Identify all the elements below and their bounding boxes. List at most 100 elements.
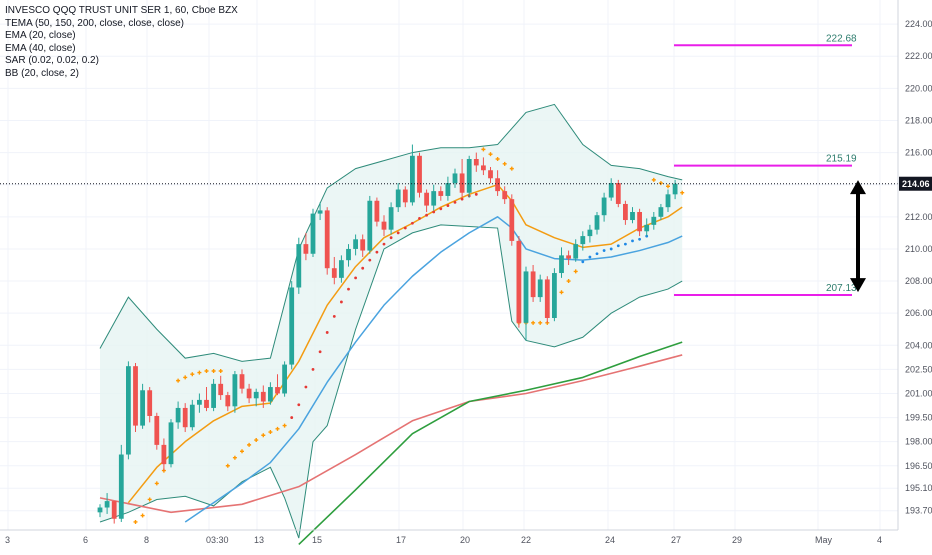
legend-bb[interactable]: BB (20, close, 2) <box>5 67 79 79</box>
candle <box>381 215 387 237</box>
candle-body <box>566 255 571 259</box>
y-tick-label: 201.00 <box>905 388 932 398</box>
sar-point <box>595 252 599 256</box>
candle <box>488 167 493 184</box>
candle <box>523 266 529 341</box>
candle <box>161 438 167 471</box>
sar-point <box>509 166 514 171</box>
candle-body <box>239 374 245 389</box>
y-tick-label: 193.70 <box>905 506 932 516</box>
candle <box>204 387 209 412</box>
candle-body <box>410 155 415 203</box>
tema-red-line <box>99 354 683 514</box>
candle <box>594 212 600 235</box>
candle <box>672 179 678 200</box>
candle-body <box>189 404 195 428</box>
candle <box>445 176 451 201</box>
level-label: 222.68 <box>826 33 857 44</box>
candle-body <box>104 501 110 508</box>
candle <box>239 369 245 394</box>
candle-body <box>587 229 593 237</box>
candle <box>459 159 465 198</box>
sar-point <box>453 200 457 204</box>
candle <box>360 234 366 257</box>
tema-green-line <box>298 341 683 546</box>
candle-body <box>253 391 259 399</box>
candle <box>133 362 138 433</box>
candle-body <box>168 422 174 465</box>
candle-body <box>260 391 266 402</box>
candle <box>402 186 408 208</box>
sar-point <box>538 320 543 325</box>
sar-point <box>432 210 436 214</box>
candle <box>580 231 586 251</box>
candle-body <box>126 366 131 455</box>
candle <box>388 202 394 235</box>
sar-point <box>602 249 606 252</box>
y-tick-label: 220.00 <box>905 83 932 93</box>
x-tick-label: 4 <box>877 535 882 545</box>
candle-body <box>488 170 493 179</box>
candle-body <box>225 395 231 407</box>
sar-point <box>651 177 656 182</box>
candle-body <box>651 216 657 225</box>
sar-point <box>325 331 329 334</box>
candle <box>481 157 486 176</box>
sar-point <box>481 147 486 152</box>
candle-body <box>275 387 280 394</box>
sar-point <box>311 367 315 371</box>
sar-point <box>680 190 685 195</box>
candle-body <box>502 191 508 200</box>
legend-sar[interactable]: SAR (0.02, 0.02, 0.2) <box>5 55 99 66</box>
candle-body <box>111 501 117 519</box>
sar-point <box>581 260 585 264</box>
candle-body <box>459 173 465 193</box>
x-tick-label: 20 <box>460 535 470 545</box>
candle <box>189 399 195 431</box>
sar-point <box>218 369 223 373</box>
candle-body <box>424 192 429 206</box>
candle <box>310 208 316 257</box>
candle <box>353 234 358 256</box>
sar-point <box>439 207 443 211</box>
sar-point <box>460 197 464 201</box>
candle-body <box>573 244 579 259</box>
candle-body <box>537 279 543 298</box>
candle-body <box>665 194 671 208</box>
candle <box>615 179 621 208</box>
legend-ema40[interactable]: EMA (40, close) <box>5 42 76 54</box>
candle <box>651 212 657 230</box>
y-tick-label: 196.50 <box>905 461 932 471</box>
candle <box>424 189 429 212</box>
legend-symbol[interactable]: INVESCO QQQ TRUST UNIT SER 1, 60, Cboe B… <box>5 5 238 16</box>
sar-point <box>304 385 308 389</box>
candle <box>473 152 479 172</box>
level-label: 215.19 <box>826 154 857 165</box>
candle <box>168 419 174 468</box>
x-tick-label: 22 <box>521 535 531 545</box>
candle-body <box>452 173 458 184</box>
candle-body <box>204 399 209 408</box>
candle <box>438 186 444 201</box>
candle-body <box>552 273 557 318</box>
candle-body <box>367 200 373 251</box>
candle <box>566 250 571 265</box>
candle-body <box>594 215 600 230</box>
legend-ema20[interactable]: EMA (20, close) <box>5 30 76 41</box>
sar-point <box>133 519 138 524</box>
drawings[interactable]: 222.68 215.19 207.13 <box>0 33 898 297</box>
sar-point <box>588 255 592 259</box>
sar-point <box>347 287 350 291</box>
x-tick-label: 15 <box>312 535 322 545</box>
sar-point <box>176 378 181 383</box>
candle-body <box>133 366 138 426</box>
candle <box>260 385 266 408</box>
x-tick-label: May <box>815 535 833 545</box>
candle-body <box>140 390 145 426</box>
sar-point <box>332 314 336 318</box>
legend-tema[interactable]: TEMA (50, 150, 200, close, close, close) <box>5 17 184 29</box>
last-price-tag <box>899 176 932 191</box>
